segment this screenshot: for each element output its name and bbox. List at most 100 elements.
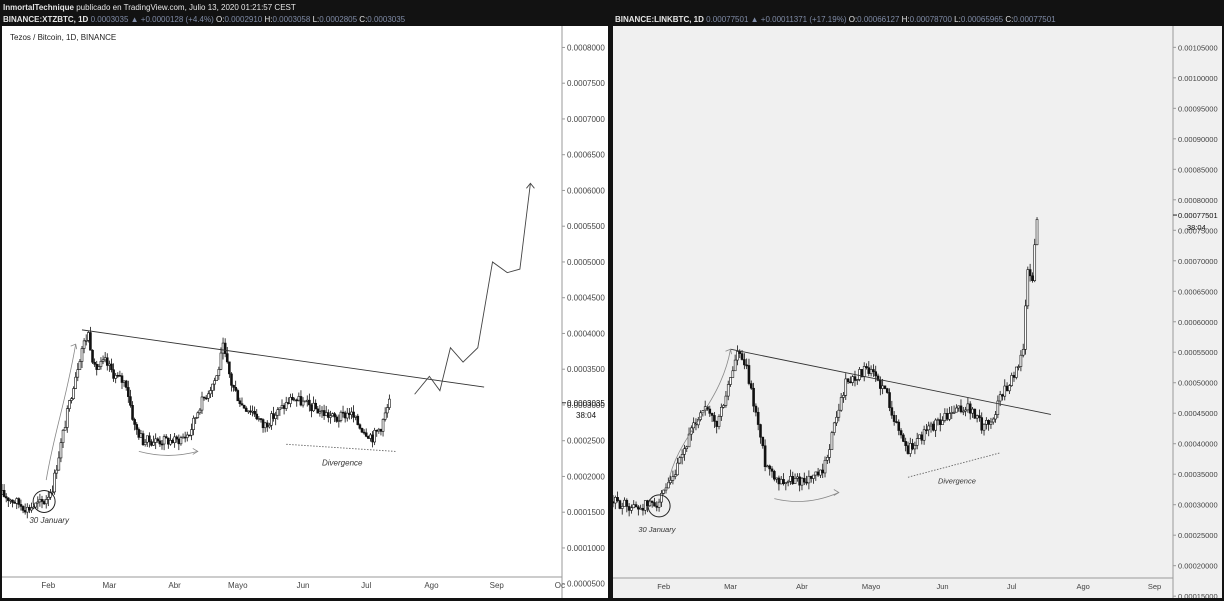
candle-body: [821, 469, 825, 474]
right-low: 0.00065965: [960, 15, 1004, 24]
candle-body: [881, 385, 884, 389]
candle-body: [895, 421, 898, 423]
candle-body: [57, 457, 61, 471]
candle-body: [620, 506, 624, 509]
candle-body: [749, 383, 753, 389]
candle-body: [335, 416, 339, 422]
candle-body: [171, 440, 174, 444]
candle-body: [364, 432, 368, 437]
right-quote-line: BINANCE:LINKBTC, 1D 0.00077501 ▲ +0.0001…: [615, 15, 1056, 24]
candle-body: [998, 394, 1002, 402]
candle-body: [844, 378, 848, 396]
label-30-january: 30 January: [29, 516, 70, 525]
candle-body: [373, 429, 376, 443]
candle-body: [230, 373, 233, 386]
candle-body: [1019, 354, 1023, 367]
candle-body: [713, 415, 716, 422]
candle-body: [1010, 375, 1013, 386]
candle-body: [897, 421, 901, 431]
candle-body: [918, 434, 921, 439]
candle-body: [318, 411, 322, 414]
left-symbol: BINANCE:XTZBTC, 1D: [3, 15, 89, 24]
candle-body: [991, 418, 995, 423]
candle-body: [950, 412, 954, 414]
january-30-circle: [647, 494, 671, 518]
candle-body: [131, 405, 134, 420]
candle-body: [268, 424, 271, 428]
candle-body: [759, 424, 762, 438]
xtzbtc-chart[interactable]: 0.0000500 0.0001000 0.0001500 0.0002000 0.00…: [2, 26, 608, 598]
candle-body: [261, 419, 265, 429]
y-tick-label: 0.0008000: [567, 43, 605, 52]
candle-body: [754, 405, 758, 413]
candle-body: [236, 390, 240, 402]
candle-body: [93, 361, 96, 365]
linkbtc-chart-panel[interactable]: 0.00015000 0.00020000 0.00025000 0.00030000…: [613, 26, 1222, 598]
candle-body: [639, 507, 642, 510]
candle-body: [862, 366, 866, 378]
candle-body: [768, 465, 772, 470]
candle-body: [293, 399, 296, 402]
candle-body: [793, 478, 797, 484]
y-tick-label: 0.0002000: [567, 472, 605, 481]
candle-body: [650, 500, 654, 503]
candle-body: [97, 366, 101, 370]
y-tick-label: 0.0006000: [567, 186, 605, 195]
candle-body: [247, 410, 250, 413]
x-tick-label: Mayo: [228, 581, 248, 590]
uptrend-arrow-head: [725, 348, 732, 355]
x-tick-label: Ago: [424, 581, 439, 590]
candle-body: [720, 406, 723, 417]
candle-body: [842, 395, 845, 398]
candle-body: [333, 413, 336, 418]
right-close: 0.00077501: [1013, 15, 1056, 24]
y-tick-label: 0.00100000: [1178, 74, 1218, 83]
candle-body: [299, 396, 303, 406]
candle-body: [996, 400, 1000, 415]
candle-body: [360, 428, 364, 433]
candle-body: [964, 409, 967, 412]
candle-body: [835, 416, 838, 424]
candle-body: [101, 359, 105, 362]
candle-body: [354, 415, 357, 418]
candle-body: [169, 440, 172, 445]
left-high-label: H:: [264, 15, 273, 24]
candle-body: [270, 413, 273, 426]
candle-body: [1008, 385, 1011, 392]
candle-body: [295, 399, 299, 402]
candle-body: [968, 403, 972, 414]
candle-body: [773, 471, 776, 480]
candle-body: [133, 419, 136, 425]
candle-body: [80, 348, 84, 362]
candle-body: [837, 409, 841, 418]
y-tick-label: 0.00045000: [1178, 409, 1218, 418]
candle-body: [238, 400, 242, 404]
xtzbtc-chart-panel[interactable]: 0.0000500 0.0001000 0.0001500 0.0002000 0.00…: [2, 26, 608, 598]
y-tick-label: 0.00070000: [1178, 257, 1218, 266]
candle-body: [23, 510, 27, 513]
candle-body: [978, 415, 981, 418]
label-divergence: Divergence: [938, 476, 976, 485]
left-low-label: L:: [312, 15, 320, 24]
candle-body: [42, 501, 46, 505]
candle-body: [181, 436, 185, 439]
uptrend-arrow: [667, 349, 731, 484]
candle-body: [630, 507, 633, 511]
right-symbol: BINANCE:LINKBTC, 1D: [615, 15, 704, 24]
candle-body: [904, 441, 907, 446]
left-close-label: C:: [359, 15, 368, 24]
base-curve-arrow: [774, 492, 840, 502]
candle-body: [938, 419, 942, 425]
candle-body: [1035, 219, 1039, 246]
candle-body: [1033, 244, 1037, 281]
linkbtc-chart[interactable]: 0.00015000 0.00020000 0.00025000 0.00030000…: [613, 26, 1222, 598]
candle-body: [669, 479, 672, 483]
candle-body: [805, 481, 808, 484]
uptrend-arrow: [45, 344, 77, 481]
x-tick-label: Ago: [1076, 582, 1089, 591]
candle-body: [885, 388, 889, 393]
candle-body: [736, 351, 739, 361]
candle-body: [139, 433, 143, 438]
candle-body: [673, 474, 677, 477]
candle-body: [232, 385, 235, 388]
